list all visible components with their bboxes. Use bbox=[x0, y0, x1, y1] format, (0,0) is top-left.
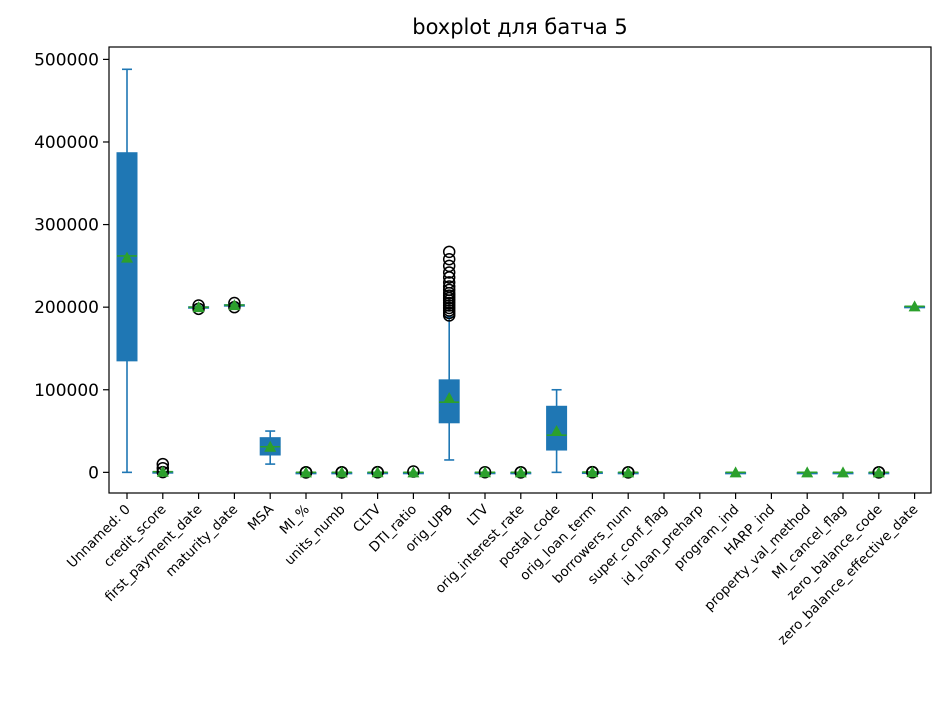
mean-marker bbox=[371, 466, 384, 478]
outlier-point bbox=[442, 276, 456, 289]
y-tick-label: 400000 bbox=[34, 133, 99, 153]
y-tick-label: 200000 bbox=[34, 298, 99, 318]
outlier-point bbox=[442, 259, 456, 273]
mean-marker bbox=[335, 466, 348, 478]
mean-marker bbox=[443, 392, 456, 404]
x-tick-label: LTV bbox=[464, 501, 492, 529]
x-axis: Unnamed: 0credit_scorefirst_payment_date… bbox=[64, 493, 921, 648]
mean-marker bbox=[622, 466, 635, 478]
axes-frame bbox=[108, 46, 932, 494]
mean-marker bbox=[228, 299, 241, 311]
mean-marker bbox=[121, 251, 133, 263]
y-tick-label: 0 bbox=[88, 463, 99, 483]
mean-marker bbox=[872, 466, 885, 478]
mean-marker bbox=[514, 466, 527, 478]
mean-marker bbox=[479, 466, 491, 478]
mean-marker bbox=[801, 466, 814, 478]
mean-marker bbox=[156, 465, 169, 477]
y-tick-label: 300000 bbox=[34, 216, 99, 236]
outlier-point bbox=[442, 280, 456, 293]
mean-marker bbox=[586, 466, 599, 478]
mean-marker bbox=[908, 300, 921, 312]
plot-area bbox=[116, 68, 926, 479]
outlier-point bbox=[442, 245, 456, 259]
outlier-point bbox=[442, 253, 456, 266]
mean-marker bbox=[407, 466, 420, 478]
outlier-point bbox=[442, 283, 456, 297]
chart-title: boxplot для батча 5 bbox=[412, 15, 628, 39]
y-axis: 0 100000 200000 300000 400000 500000 bbox=[34, 50, 109, 483]
mean-marker bbox=[192, 301, 205, 313]
mean-marker bbox=[550, 425, 563, 437]
mean-marker bbox=[837, 466, 849, 478]
x-tick-label: MSA bbox=[245, 501, 278, 534]
mean-marker bbox=[729, 466, 742, 478]
mean-marker bbox=[264, 440, 277, 452]
y-tick-label: 100000 bbox=[34, 381, 99, 401]
outlier-point bbox=[442, 266, 456, 279]
mean-marker bbox=[300, 466, 312, 478]
y-tick-label: 500000 bbox=[34, 50, 99, 70]
